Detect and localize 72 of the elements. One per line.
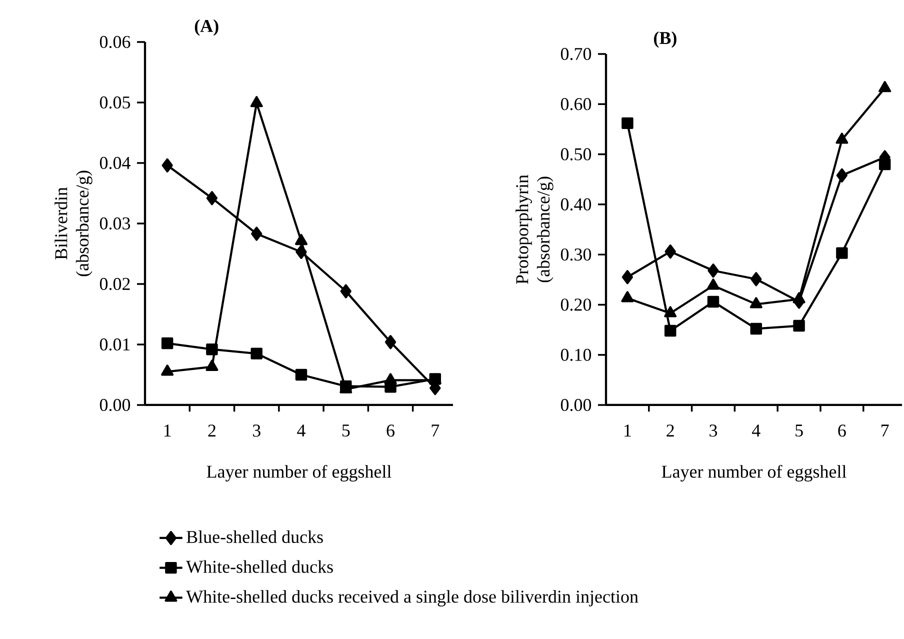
point (708, 264, 719, 278)
point (161, 337, 174, 350)
y-tick-label: 0.20 (560, 298, 592, 311)
chart-title: (A) (194, 19, 218, 36)
legend-label: Blue-shelled ducks (186, 530, 323, 544)
point (750, 297, 762, 308)
x-tick-label: 3 (252, 424, 260, 437)
point (621, 291, 634, 302)
x-tick-label: 6 (838, 424, 846, 437)
y-tick-label: 0.04 (100, 156, 130, 170)
y-tick-label: 0.01 (100, 338, 130, 351)
y-tick-label: 0.60 (560, 98, 592, 110)
point (706, 278, 720, 290)
x-tick-label: 4 (752, 424, 760, 436)
x-tick-label: 5 (342, 424, 350, 437)
y-tick-label: 0.40 (560, 198, 592, 211)
point (836, 132, 848, 144)
y-tick-label: 0.70 (560, 48, 592, 60)
point (206, 343, 218, 356)
x-tick-label: 7 (882, 424, 889, 436)
point (664, 324, 676, 337)
point (251, 226, 262, 241)
x-tick-label: 3 (710, 424, 718, 437)
y-tick-label: 0.02 (100, 278, 130, 290)
point (384, 373, 397, 384)
point (622, 270, 634, 284)
y-tick-label: 0.00 (560, 398, 592, 412)
point (878, 81, 892, 92)
x-tick-label: 2 (666, 424, 674, 437)
legend-label: White-shelled ducks received a single dose biliverdin injection (186, 590, 638, 606)
point (206, 191, 218, 206)
point (664, 306, 677, 318)
point (622, 117, 634, 130)
x-tick-label: 7 (432, 424, 440, 436)
point (792, 292, 806, 304)
point (750, 322, 762, 335)
point (836, 168, 848, 182)
point (294, 234, 308, 246)
point (161, 364, 174, 376)
y-tick-label: 0.10 (560, 348, 592, 361)
x-tick-label: 5 (796, 424, 803, 437)
y-tick-label: 0.50 (560, 148, 592, 160)
x-axis-title: Layer number of eggshell (662, 464, 846, 482)
x-tick-label: 6 (386, 424, 394, 437)
point (750, 272, 762, 286)
point (295, 368, 308, 381)
y-tick-label: 0.06 (100, 36, 130, 48)
point (206, 360, 218, 371)
y-tick-label: 0.00 (100, 398, 130, 412)
point (296, 244, 307, 259)
point (340, 284, 352, 298)
x-tick-label: 2 (208, 424, 216, 437)
point (250, 348, 262, 360)
legend-label: White-shelled ducks (186, 560, 333, 573)
point (707, 296, 720, 308)
point (836, 247, 848, 259)
point (664, 244, 676, 259)
x-tick-label: 4 (297, 424, 306, 436)
point (793, 320, 805, 332)
point (878, 158, 891, 170)
x-axis-title: Layer number of eggshell (206, 464, 392, 482)
x-tick-label: 1 (624, 424, 631, 436)
x-tick-label: 1 (164, 424, 171, 436)
y-tick-label: 0.30 (560, 248, 592, 261)
point (250, 96, 263, 108)
y-tick-label: 0.05 (100, 96, 130, 109)
chart-title: (B) (654, 31, 676, 48)
y-axis-title: Protoporphyrin (absorbance/g) (516, 174, 554, 284)
y-axis-title: Biliverdin (absorbance/g) (54, 170, 92, 276)
point (162, 158, 173, 172)
y-tick-label: 0.03 (100, 217, 130, 230)
point (384, 335, 396, 350)
